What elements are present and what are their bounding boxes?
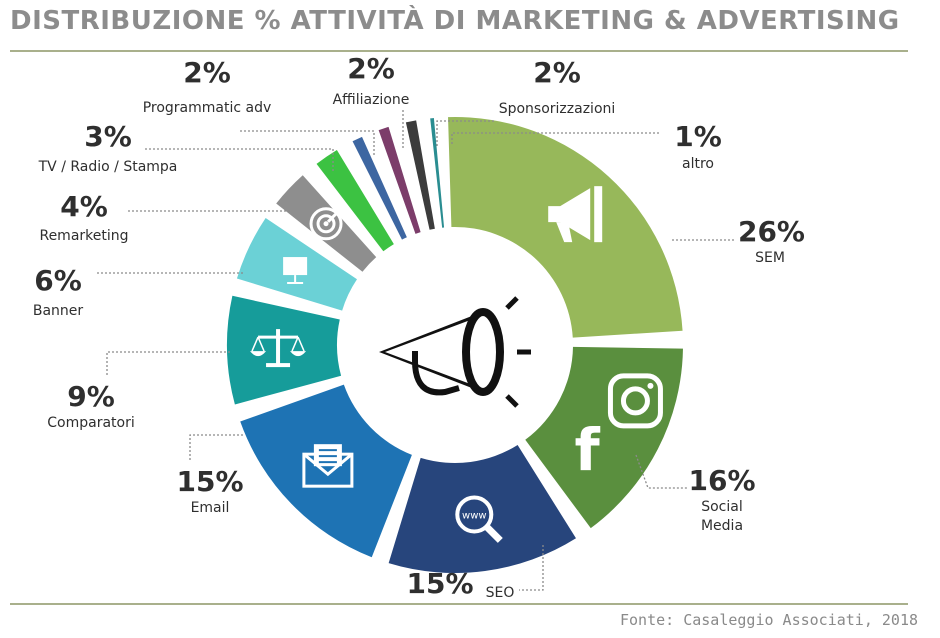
category-label-seo: SEO [486,585,515,601]
svg-text:f: f [574,416,600,484]
percent-label-email: 15% [176,465,243,498]
category-label-remarketing: Remarketing [39,228,128,244]
percent-label-comparatori: 9% [67,380,115,413]
leader-line-tv [143,148,334,171]
percent-label-seo: 15% [406,567,473,600]
percent-label-tv: 3% [84,120,132,153]
percent-label-altro: 1% [674,120,722,153]
category-label-sponsor: Sponsorizzazioni [499,101,616,117]
facebook-instagram-icon: f [574,373,663,484]
leader-line-social [635,454,688,489]
leader-line-sponsor [436,120,495,146]
leader-line-altro [451,132,660,144]
slice-comparatori [226,295,342,405]
leader-line-email [189,434,243,460]
slice-labels: 26% SEM 16%Social Media 15% SEO 15% Email 9% Comp… [33,52,805,601]
search-www-icon: www [455,495,503,543]
slice-seo [388,445,576,573]
category-label-programmatic: Programmatic adv [143,100,272,116]
percent-label-banner: 6% [34,264,82,297]
category-label-social: Social Media [701,499,743,534]
percent-label-sponsor: 2% [533,56,581,89]
category-label-tv: TV / Radio / Stampa [38,159,178,175]
leader-line-seo [519,545,544,591]
leader-line-comparatori [106,351,230,376]
slice-programmatic [352,136,407,240]
slice-icons: f www [250,186,663,543]
slice-sponsor [405,120,435,230]
category-label-altro: altro [682,156,714,172]
title-divider [10,50,908,52]
percent-label-sem: 26% [738,215,805,248]
percent-label-programmatic: 2% [183,56,231,89]
scales-icon [250,329,307,368]
svg-text:www: www [462,510,487,521]
slice-altro [430,117,445,228]
megaphone-outline-icon [379,296,531,408]
footer-divider [10,603,908,605]
megaphone-icon [548,186,603,243]
chart-title: DISTRIBUZIONE % ATTIVITÀ DI MARKETING & … [10,6,900,36]
leader-line-programmatic [238,130,375,155]
category-label-sem: SEM [755,250,785,266]
percent-label-social: 16% [688,464,755,497]
percent-label-remarketing: 4% [60,190,108,223]
slice-tv [316,149,394,252]
category-label-email: Email [191,500,230,516]
source-note: Fonte: Casaleggio Associati, 2018 [619,611,918,629]
category-label-banner: Banner [33,303,84,319]
category-label-comparatori: Comparatori [47,415,134,431]
percent-label-affiliazione: 2% [347,52,395,85]
leader-lines [95,110,735,591]
target-icon [309,206,344,241]
category-label-affiliazione: Affiliazione [333,92,410,108]
slice-affiliazione [378,126,421,234]
envelope-icon [302,444,354,488]
billboard-icon [283,257,308,285]
